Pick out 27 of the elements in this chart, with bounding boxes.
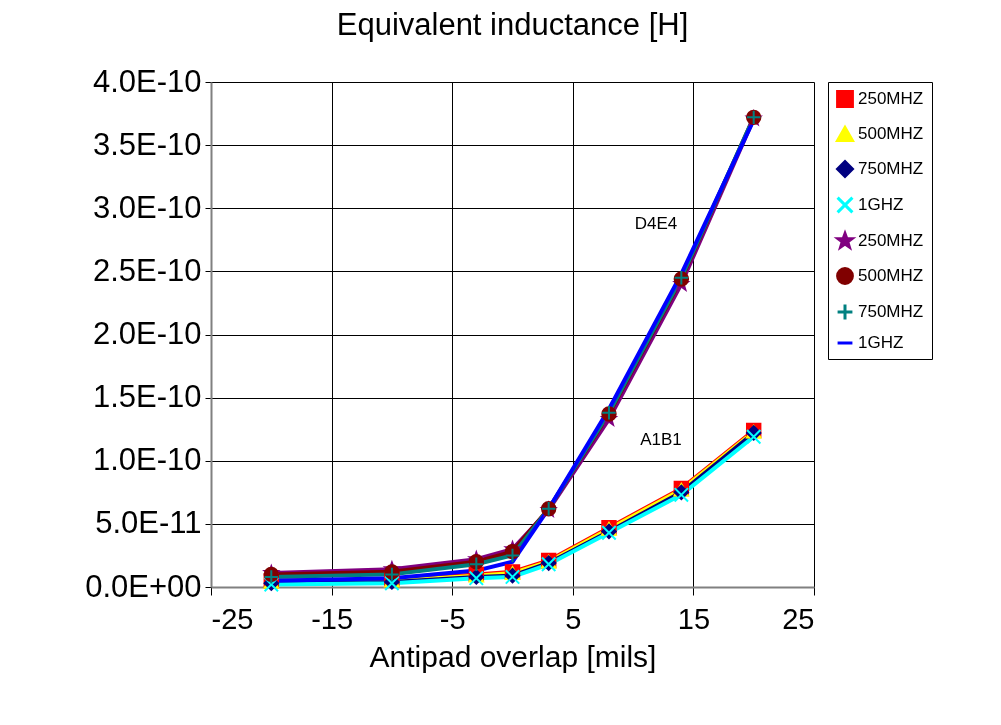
x-tick-label: -5 (439, 602, 466, 635)
legend-label: 750MHZ (858, 159, 924, 178)
x-tick-label: 5 (565, 602, 582, 635)
y-tick-label: 1.0E-10 (92, 442, 202, 478)
x-axis-title: Antipad overlap [mils] (369, 639, 657, 673)
annotation: A1B1 (640, 430, 682, 449)
legend-label: 500MHZ (858, 266, 924, 285)
y-tick-label: 4.0E-10 (92, 63, 202, 99)
y-tick-label: 3.5E-10 (92, 126, 202, 162)
x-tick-label: -25 (211, 602, 254, 635)
annotation: D4E4 (634, 214, 678, 233)
legend-label: 500MHZ (858, 124, 924, 143)
y-tick-label: 0.0E+00 (85, 568, 202, 604)
chart-title: Equivalent inductance [H] (336, 7, 689, 42)
y-tick-label: 5.0E-11 (95, 505, 202, 541)
y-tick-label: 2.0E-10 (92, 316, 202, 351)
legend-label: 250MHZ (858, 231, 924, 250)
legend-label: 1GHZ (858, 333, 904, 352)
legend-label: 1GHZ (858, 195, 904, 214)
legend-label: 250MHZ (858, 89, 924, 108)
y-tick-label: 3.0E-10 (92, 189, 202, 225)
x-tick-label: 15 (677, 602, 711, 635)
y-tick-label: 2.5E-10 (92, 252, 202, 288)
x-tick-label: -15 (311, 602, 354, 635)
legend-label: 750MHZ (858, 302, 924, 321)
x-tick-label: 25 (782, 602, 815, 635)
y-tick-label: 1.5E-10 (92, 379, 202, 415)
